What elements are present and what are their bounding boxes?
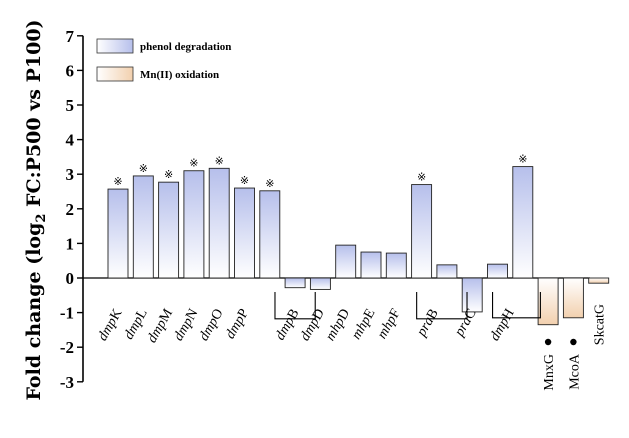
bar [107, 188, 129, 279]
y-tick-label: 1 [66, 234, 75, 253]
y-tick-label: 6 [66, 61, 75, 80]
x-category-label: McoA [567, 353, 582, 390]
bar [537, 277, 559, 326]
legend: phenol degradation Mn(II) oxidation [96, 38, 231, 82]
bar [487, 263, 508, 279]
legend-label-phenol: phenol degradation [140, 41, 231, 53]
y-tick-label: -1 [60, 304, 74, 323]
bar [309, 277, 331, 290]
x-category-label: dmpK [95, 307, 125, 344]
legend-swatch-mn [96, 66, 134, 82]
x-category-label: mhpF [375, 306, 404, 341]
y-tick-label: -2 [60, 338, 74, 357]
x-category-label: SkcatG [593, 304, 608, 345]
y-axis-title-subscript: 2 [34, 214, 49, 223]
y-tick-label: 5 [66, 96, 75, 115]
x-category-label: praB [414, 307, 442, 340]
gene-group-bracket [416, 292, 468, 320]
significance-asterisk: ※ [417, 171, 426, 184]
significance-markers: ※ ※ ※ ※ ※ ※ ※ ※ ※ [113, 153, 577, 346]
significance-asterisk: ※ [113, 175, 122, 188]
x-category-label: MnxG [542, 354, 557, 391]
x-category-label: dmpD [298, 307, 328, 344]
bar [411, 184, 433, 279]
x-labels: dmpKdmpLdmpMdmpNdmpOdmpPdmpBdmpDmhpDmhpE… [95, 304, 607, 391]
svg-text:Fold change (log2 FC:P500 vs P: Fold change (log2 FC:P500 vs P100) [23, 19, 49, 400]
significance-asterisk: ※ [240, 174, 249, 187]
bar [360, 251, 382, 279]
gene-group-bracket [492, 292, 541, 319]
legend-swatch-phenol [96, 38, 134, 54]
bar [234, 187, 255, 279]
x-category-label: mhpE [349, 307, 378, 343]
bar [436, 264, 458, 279]
y-axis-title-main: Fold change (log [23, 223, 45, 401]
legend-label-mn: Mn(II) oxidation [140, 69, 219, 81]
bar [335, 244, 357, 279]
x-category-label: dmpO [197, 307, 227, 344]
significance-asterisk: ※ [215, 154, 224, 167]
significance-asterisk: ※ [265, 177, 274, 190]
y-tick-label: 3 [66, 165, 75, 184]
bar [512, 166, 534, 279]
significance-asterisk: ※ [518, 153, 527, 166]
y-axis-title: Fold change (log2 FC:P500 vs P100) [23, 19, 49, 400]
bar [562, 277, 584, 319]
y-tick-label: 4 [66, 131, 75, 150]
gene-group-bracket [274, 292, 316, 320]
y-axis-title-tail: FC:P500 vs P100) [23, 19, 45, 213]
bar [385, 252, 407, 279]
bars [107, 166, 610, 326]
bullet-marker [570, 338, 577, 346]
x-category-label: dmpP [223, 306, 252, 341]
significance-asterisk: ※ [164, 168, 173, 181]
x-category-label: dmpM [145, 306, 177, 346]
bullet-marker [544, 338, 552, 346]
bar [132, 175, 154, 279]
y-tick-label: -3 [60, 373, 74, 392]
bar [158, 181, 180, 279]
bar [461, 277, 483, 313]
brackets [274, 292, 541, 320]
x-category-label: dmpB [273, 307, 303, 343]
bar [208, 167, 230, 279]
bar [588, 277, 610, 284]
bar [284, 277, 306, 289]
y-ticks: -3 -2 -1 0 1 2 3 4 5 6 7 [60, 27, 83, 392]
bar [183, 170, 205, 279]
y-tick-label: 0 [66, 269, 75, 288]
y-tick-label: 7 [66, 27, 75, 46]
significance-asterisk: ※ [189, 157, 198, 170]
significance-asterisk: ※ [139, 162, 148, 175]
x-category-label: mhpD [323, 307, 353, 344]
x-category-label: dmpN [171, 307, 201, 344]
bar [259, 190, 281, 279]
y-tick-label: 2 [66, 200, 75, 219]
